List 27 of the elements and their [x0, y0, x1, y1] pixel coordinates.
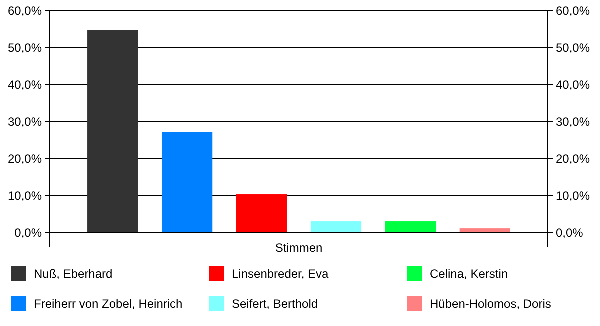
y-tick-label: 60,0% — [8, 4, 42, 18]
legend-label: Celina, Kerstin — [430, 267, 508, 281]
text: 30,0% — [556, 114, 590, 129]
x-tick-label: Stimmen — [275, 241, 323, 255]
y-tick-label: 40,0% — [8, 78, 42, 92]
text: 60,0% — [556, 4, 590, 18]
y-tick-label: 10,0% — [8, 189, 42, 203]
y-tick-label: 0,0% — [14, 226, 42, 240]
legend-label: Nuß, Eberhard — [34, 267, 113, 281]
legend-label: Hüben-Holomos, Doris — [430, 297, 552, 311]
bar — [162, 132, 213, 233]
text: 10,0% — [556, 188, 590, 203]
y-tick-label: 50,0% — [8, 41, 42, 55]
text: 50,0% — [556, 40, 590, 55]
bar — [310, 222, 362, 233]
legend-label: Freiherr von Zobel, Heinrich — [34, 297, 183, 311]
bar — [88, 30, 138, 233]
legend-label: Seifert, Berthold — [232, 297, 318, 311]
y-tick-label: 30,0% — [8, 115, 42, 129]
bar — [236, 194, 288, 233]
legend-label: Linsenbreder, Eva — [232, 267, 330, 281]
text: 40,0% — [556, 78, 590, 92]
text: 0,0% — [556, 226, 584, 240]
bar — [385, 222, 436, 233]
text: 20,0% — [556, 152, 590, 166]
bar — [460, 228, 510, 233]
y-tick-label: 20,0% — [8, 152, 42, 166]
